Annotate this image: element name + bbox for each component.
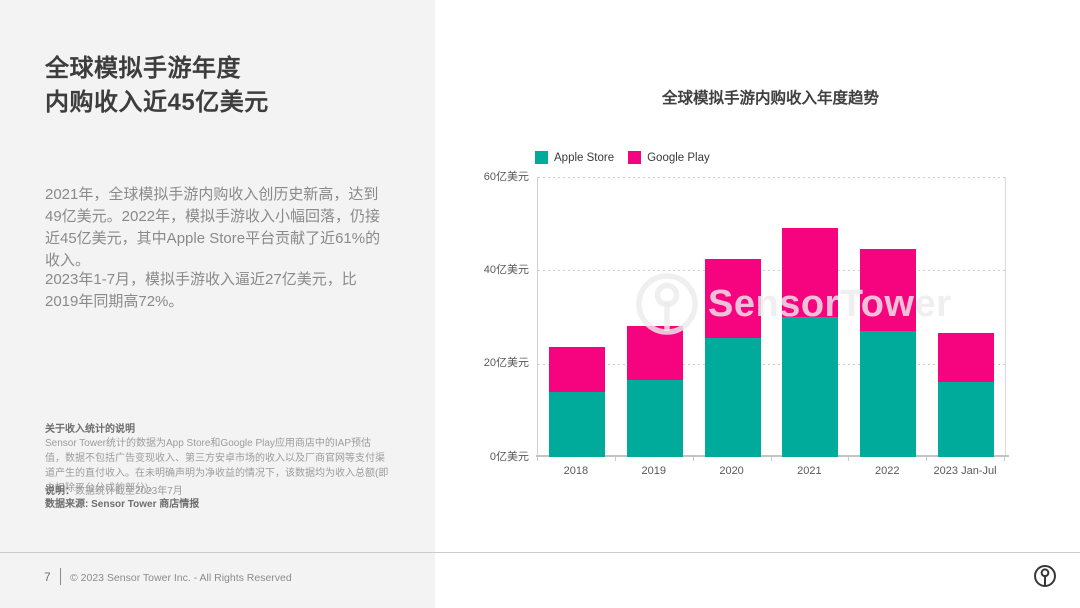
bar-segment-apple-store-2019	[626, 380, 683, 457]
x-axis-tick	[848, 457, 850, 461]
x-axis-tick	[1004, 457, 1005, 461]
bar-segment-google-play-2022	[860, 249, 917, 331]
x-axis-tick	[614, 457, 616, 461]
y-tick-label-0: 0亿美元	[489, 450, 529, 463]
x-tick-label-2021: 2021	[797, 465, 822, 477]
bar-segment-google-play-2020	[704, 258, 761, 338]
stacked-bar-2018	[548, 347, 605, 457]
bar-segment-apple-store-2023-Jan-Jul	[938, 382, 995, 457]
body-paragraph-1: 2021年，全球模拟手游内购收入创历史新高，达到49亿美元。2022年，模拟手游…	[45, 186, 381, 269]
footnote-title: 关于收入统计的说明	[45, 424, 135, 435]
x-axis-tick	[537, 457, 538, 461]
legend-label: Google Play	[647, 151, 710, 164]
gridline-20	[538, 363, 1005, 365]
stacked-bar-2022	[860, 249, 917, 457]
bar-segment-apple-store-2020	[704, 338, 761, 457]
body-paragraph-2: 2023年1-7月，模拟手游收入逼近27亿美元，比2019年同期高72%。	[45, 271, 357, 310]
note-line: 说明：数据统计截至2023年7月	[45, 485, 390, 499]
bar-slot-2023-Jan-Jul	[927, 177, 1005, 457]
footer-copyright: © 2023 Sensor Tower Inc. - All Rights Re…	[70, 572, 292, 584]
x-tick-label-2019: 2019	[641, 465, 666, 477]
bar-slot-2021	[771, 177, 849, 457]
bar-segment-apple-store-2022	[860, 331, 917, 457]
x-tick-label-2018: 2018	[563, 465, 589, 477]
chart-legend: Apple Store Google Play	[535, 151, 710, 164]
x-axis-tick	[926, 457, 928, 461]
footnote-body: Sensor Tower统计的数据为App Store和Google Play应…	[45, 438, 389, 494]
bar-slot-2022	[849, 177, 927, 457]
note-label: 说明：	[45, 486, 75, 497]
x-tick-label-2023-Jan-Jul: 2023 Jan-Jul	[933, 465, 997, 477]
legend-item-apple-store: Apple Store	[535, 151, 614, 164]
page-title: 全球模拟手游年度 内购收入近45亿美元	[45, 52, 405, 120]
bar-slot-2020	[694, 177, 772, 457]
bar-slot-2018	[538, 177, 616, 457]
bar-segment-apple-store-2021	[782, 317, 839, 457]
footer-separator	[60, 568, 61, 585]
legend-item-google-play: Google Play	[628, 151, 710, 164]
chart-plot-area	[537, 177, 1006, 457]
y-tick-label-60: 60亿美元	[483, 170, 529, 183]
legend-swatch	[628, 151, 642, 164]
stacked-bar-2023-Jan-Jul	[938, 333, 995, 457]
footer-divider	[0, 552, 1080, 553]
data-source-line: 数据来源: Sensor Tower 商店情报	[45, 499, 200, 510]
x-axis-tick	[770, 457, 772, 461]
y-tick-label-20: 20亿美元	[483, 357, 529, 370]
footer-page-number: 7	[44, 570, 51, 584]
stacked-bar-2019	[626, 326, 683, 457]
gridline-40	[538, 270, 1005, 272]
bars-row	[538, 177, 1005, 457]
sensor-tower-logo-icon	[1034, 565, 1056, 587]
x-axis-tick	[692, 457, 694, 461]
bar-segment-google-play-2023-Jan-Jul	[938, 333, 995, 383]
bar-segment-google-play-2018	[548, 347, 605, 392]
note-text: 数据统计截至2023年7月	[75, 486, 183, 497]
x-axis-category-labels: 2018 2019 2020 2021 2022 2023 Jan-Jul	[537, 465, 1004, 477]
legend-label: Apple Store	[554, 151, 615, 164]
sensor-tower-footer-logo	[1032, 563, 1058, 594]
chart-title: 全球模拟手游内购收入年度趋势	[661, 90, 879, 107]
page-title-line2: 内购收入近45亿美元	[45, 89, 269, 116]
bar-segment-apple-store-2018	[548, 391, 605, 457]
left-text-panel: 全球模拟手游年度 内购收入近45亿美元 2021年，全球模拟手游内购收入创历史新…	[0, 0, 435, 608]
stacked-bar-2020	[704, 258, 761, 457]
x-tick-label-2020: 2020	[719, 465, 744, 477]
x-axis-line	[536, 455, 1009, 457]
bar-segment-google-play-2019	[626, 326, 683, 380]
y-tick-label-40: 40亿美元	[483, 263, 529, 276]
bar-slot-2019	[616, 177, 694, 457]
gridline-60	[538, 177, 1005, 178]
x-tick-label-2022: 2022	[874, 465, 900, 477]
page-title-line1: 全球模拟手游年度	[45, 55, 241, 82]
bar-segment-google-play-2021	[782, 228, 839, 317]
legend-swatch	[535, 151, 548, 164]
stacked-bar-2021	[782, 228, 839, 457]
